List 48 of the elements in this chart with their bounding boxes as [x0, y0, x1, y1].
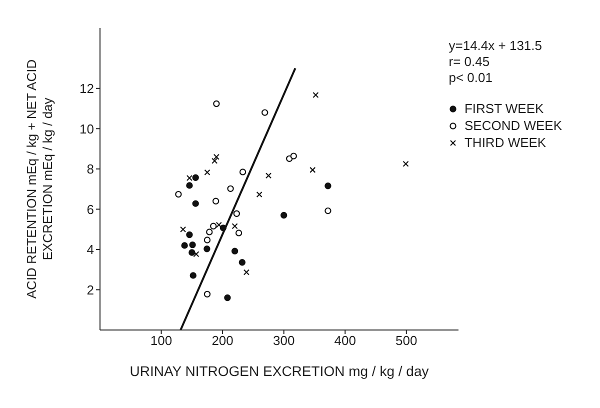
- y-tick-label: 12: [80, 81, 94, 96]
- point: [224, 294, 231, 302]
- point: [204, 290, 211, 298]
- x-tick-label: 500: [396, 333, 418, 348]
- y-axis-title: ACID RETENTION mEq / kg + NET ACID EXCRETION mEq / kg / day: [24, 59, 55, 299]
- legend-label: THIRD WEEK: [463, 134, 548, 151]
- point: [186, 182, 193, 189]
- y-tick-label: 4: [86, 242, 94, 258]
- x-axis-title: URINAY NITROGEN EXCRETION mg / kg / day: [130, 363, 429, 379]
- point: [206, 228, 213, 236]
- point: [186, 231, 193, 238]
- point: [188, 249, 196, 256]
- point: [235, 230, 242, 236]
- x-tick-label: 200: [212, 333, 234, 348]
- x-tick-label: 100: [150, 333, 172, 348]
- point: [238, 259, 246, 266]
- point: [175, 190, 182, 198]
- point: [181, 242, 188, 249]
- legend-label: FIRST WEEK: [463, 100, 545, 117]
- point: [189, 241, 196, 248]
- annotation: p< 0.01: [448, 70, 494, 86]
- annotation: r= 0.45: [448, 54, 491, 70]
- point: [204, 236, 211, 244]
- annotation: y=14.4x + 131.5: [448, 38, 542, 54]
- point: [204, 246, 210, 252]
- legend-label: SECOND WEEK: [463, 117, 562, 134]
- point: [192, 200, 199, 207]
- point: [212, 198, 220, 204]
- point: [213, 100, 220, 108]
- point: [220, 224, 227, 232]
- point: [261, 109, 268, 116]
- y-tick-label: 10: [80, 121, 94, 136]
- point: [280, 212, 288, 219]
- point: [227, 185, 234, 192]
- point: [233, 210, 240, 217]
- point: [190, 272, 196, 279]
- y-tick-label: 6: [86, 202, 94, 217]
- x-tick-label: 300: [272, 333, 295, 348]
- point: [324, 207, 332, 214]
- y-tick-label: 8: [86, 162, 94, 177]
- point: [239, 168, 246, 176]
- y-tick-label: 2: [86, 282, 94, 298]
- point: [290, 152, 297, 160]
- x-tick-label: 400: [334, 333, 356, 348]
- point: [324, 182, 332, 190]
- point: [210, 222, 217, 230]
- point: [192, 174, 199, 181]
- point: [231, 248, 238, 254]
